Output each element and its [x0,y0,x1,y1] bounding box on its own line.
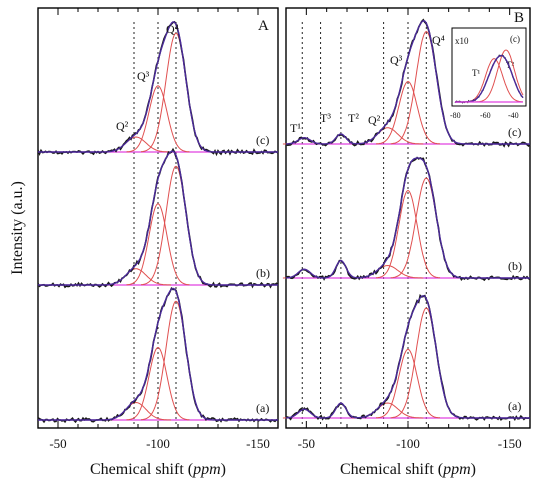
inset-tick-label-0: -80 [450,111,461,120]
component-q4 [140,165,212,286]
component-q3 [126,85,190,153]
component-t3 [323,402,359,419]
panel-b-inset: x10 (c) T¹ T² -80 -60 -40 [450,27,527,120]
panel-b-x-axis-label: Chemical shift (ppm) [340,461,476,478]
trace-c: (c) [37,20,279,157]
component-q2 [352,127,424,145]
panel-b-peak-label-t1: T¹ [290,121,301,135]
component-q3 [375,190,441,279]
trace-a: (a) [282,293,531,422]
component-q2 [100,401,172,421]
trace-c: (c) [282,18,531,148]
x-tick-label: -150 [498,436,522,451]
component-q3 [376,348,440,419]
trace-b: (b) [282,156,531,282]
inset-frame [451,27,527,107]
inset-peak-label-t1: T¹ [472,68,480,78]
trace-label: (c) [256,133,269,147]
inset-tick-label-1: -60 [480,111,491,120]
panel-a: A (c) (b) (a) -50 -100 -150 Q² Q³ Q⁴ [37,7,279,451]
panel-a-label: A [258,18,269,34]
x-tick-label: -100 [146,436,170,451]
component-q2 [100,268,172,286]
panel-b-peak-label-t2: T² [348,111,359,125]
x-tick-label: -50 [298,436,315,451]
panel-b-peak-label-q3: Q³ [390,53,403,67]
x-tick-label: -100 [396,436,420,451]
trace-label: (a) [508,399,521,413]
component-q3 [126,347,190,421]
panel-a-peak-label-q4: Q⁴ [166,22,179,36]
inset-peak-label-t2: T² [506,60,514,70]
fitted-spectrum [38,21,278,153]
trace-label: (b) [508,259,522,273]
x-tick-label: -150 [246,436,270,451]
fitted-spectrum [38,287,278,421]
panel-b: B (c) (b) (a) -50 -100 -150 T¹ T³ T² Q² Q³ Q… [282,7,531,451]
panel-a-x-axis-label: Chemical shift (ppm) [90,461,226,478]
inset-magnification: x10 [455,36,469,46]
panel-b-peak-label-q4: Q⁴ [432,33,445,47]
panel-a-peak-label-q3: Q³ [137,69,150,83]
trace-label: (c) [508,125,521,139]
trace-b: (b) [37,147,279,289]
inset-tick-label-2: -40 [508,111,519,120]
trace-label: (a) [256,401,269,415]
trace-label: (b) [256,266,270,280]
fitted-spectrum [285,294,530,419]
trace-a: (a) [37,287,279,424]
x-tick-label: -50 [49,436,66,451]
panel-b-label: B [514,10,524,26]
component-q3 [375,81,441,145]
fitted-spectrum [38,150,278,286]
component-q4 [140,300,212,421]
fitted-spectrum [285,157,530,279]
panel-a-peak-label-q2: Q² [116,119,129,133]
panel-b-peak-label-t3: T³ [320,111,331,125]
fitted-spectrum [286,20,530,145]
y-axis-label: Intensity (a.u.) [9,181,26,275]
component-q3 [126,203,190,286]
inset-label: (c) [510,34,520,44]
panel-b-peak-label-q2: Q² [368,113,381,127]
